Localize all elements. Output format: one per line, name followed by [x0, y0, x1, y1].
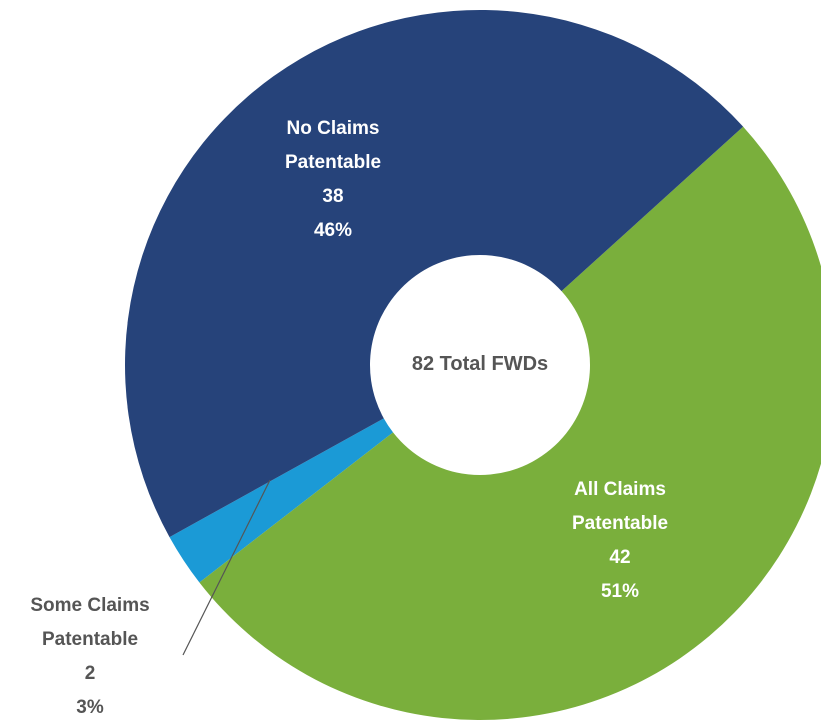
- value-label: 42: [609, 547, 631, 568]
- category-label: No Claims Patentable: [284, 118, 382, 173]
- percentage-label: 51%: [600, 581, 640, 602]
- category-label: All Claims Patentable: [571, 479, 669, 534]
- slice: [199, 126, 821, 720]
- slice: [125, 9, 744, 538]
- percentage-label: 3%: [76, 697, 104, 718]
- percentage-label: 46%: [313, 220, 353, 241]
- value-label: 38: [322, 186, 344, 207]
- slice-label: All Claims Patentable 42 51%: [545, 473, 695, 609]
- center-label: 82 Total FWDs: [411, 353, 549, 375]
- value-label: 2: [84, 663, 96, 684]
- slice-label: No Claims Patentable 38 46%: [258, 112, 408, 248]
- leader-line: [182, 479, 271, 656]
- category-label: Some Claims Patentable: [30, 595, 150, 650]
- slice-label: Some Claims Patentable 2 3%: [15, 589, 165, 722]
- slice: [169, 418, 394, 583]
